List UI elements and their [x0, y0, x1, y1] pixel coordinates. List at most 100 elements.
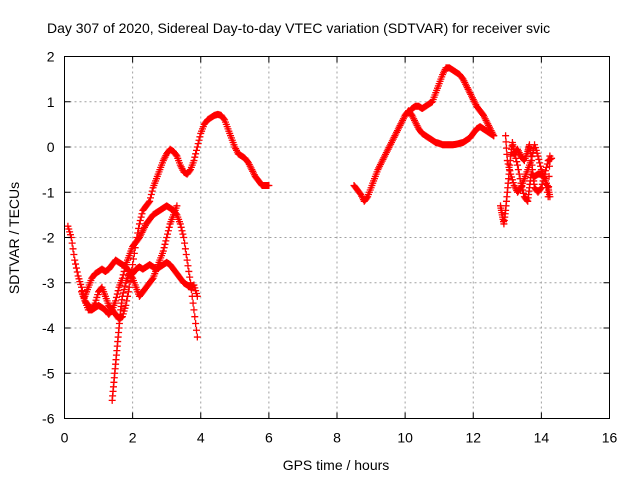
data-point	[181, 245, 189, 253]
data-point	[502, 144, 510, 152]
data-point	[176, 220, 184, 228]
data-point	[124, 288, 132, 296]
x-tick-label: 0	[61, 430, 69, 446]
data-point	[503, 150, 511, 158]
data-point	[193, 333, 201, 341]
data-point	[519, 189, 527, 197]
data-point	[160, 244, 168, 252]
x-tick-label: 16	[602, 430, 618, 446]
y-axis-label: SDTVAR / TECUs	[6, 182, 22, 294]
data-point	[113, 290, 121, 298]
data-point	[534, 152, 542, 160]
y-tick-label: -2	[42, 230, 55, 246]
data-point	[191, 313, 199, 321]
data-point	[527, 157, 535, 165]
data-point	[159, 247, 167, 255]
chart-title: Day 307 of 2020, Sidereal Day-to-day VTE…	[47, 20, 550, 36]
data-point	[114, 287, 122, 295]
data-point	[70, 250, 78, 258]
data-point	[72, 260, 80, 268]
data-point	[165, 223, 173, 231]
data-point	[129, 261, 137, 269]
data-point	[506, 167, 514, 175]
x-tick-label: 4	[197, 430, 205, 446]
data-point	[68, 239, 76, 247]
data-point	[179, 230, 187, 238]
data-point	[120, 286, 128, 294]
y-tick-label: 2	[47, 49, 55, 65]
x-tick-label: 10	[397, 430, 413, 446]
data-point	[515, 170, 523, 178]
data-points	[64, 64, 556, 404]
data-point	[137, 213, 145, 221]
data-point	[543, 160, 551, 168]
data-point	[119, 271, 127, 279]
data-point	[161, 240, 169, 248]
data-point	[164, 230, 172, 238]
data-point	[514, 166, 522, 174]
data-point	[192, 326, 200, 334]
x-tick-label: 6	[265, 430, 273, 446]
grid-lines	[64, 56, 610, 419]
x-tick-label: 2	[129, 430, 137, 446]
data-point	[502, 132, 510, 140]
data-point	[112, 293, 120, 301]
data-point	[192, 150, 200, 158]
data-point	[546, 193, 554, 201]
data-point	[112, 297, 120, 305]
data-point	[148, 187, 156, 195]
data-point	[195, 136, 203, 144]
data-point	[194, 140, 202, 148]
y-tick-label: -3	[42, 275, 55, 291]
data-point	[192, 319, 200, 327]
data-point	[503, 157, 511, 165]
data-point	[536, 159, 544, 167]
data-point	[538, 180, 546, 188]
y-tick-label: -6	[42, 411, 55, 427]
data-point	[513, 158, 521, 166]
data-point	[118, 292, 126, 300]
data-point	[512, 154, 520, 162]
data-point	[537, 185, 545, 193]
data-point	[193, 143, 201, 151]
data-point	[191, 153, 199, 161]
y-tick-label: 1	[47, 94, 55, 110]
x-tick-label: 8	[333, 430, 341, 446]
data-point	[189, 299, 197, 307]
data-point	[502, 138, 510, 146]
y-tick-label: 0	[47, 139, 55, 155]
data-point	[123, 297, 131, 305]
data-point	[164, 227, 172, 235]
y-tick-label: -5	[42, 365, 55, 381]
data-point	[177, 223, 185, 231]
data-point	[69, 245, 77, 253]
data-point	[129, 255, 137, 263]
data-point	[190, 306, 198, 314]
data-point	[196, 133, 204, 141]
data-point	[181, 239, 189, 247]
data-point	[548, 154, 556, 162]
data-point	[265, 181, 273, 189]
data-point	[145, 198, 153, 206]
data-point	[163, 234, 171, 241]
data-point	[535, 155, 543, 163]
data-point	[182, 250, 190, 258]
x-axis-ticks: 0 2 4 6 8 10 12 14 16	[61, 56, 618, 446]
data-point	[537, 162, 545, 170]
x-tick-label: 12	[465, 430, 481, 446]
y-tick-label: -1	[42, 184, 55, 200]
y-tick-label: -4	[42, 320, 55, 336]
data-point	[193, 292, 201, 300]
data-point	[162, 237, 170, 245]
data-point	[183, 256, 191, 264]
data-point	[192, 146, 200, 154]
x-axis-label: GPS time / hours	[283, 457, 390, 473]
data-point	[138, 210, 146, 218]
y-axis-ticks: -6 -5 -4 -3 -2 -1 0 1 2	[42, 49, 610, 427]
data-point	[146, 197, 154, 205]
data-point	[136, 217, 144, 225]
data-point	[147, 191, 155, 199]
x-tick-label: 14	[534, 430, 550, 446]
data-point	[125, 283, 133, 291]
